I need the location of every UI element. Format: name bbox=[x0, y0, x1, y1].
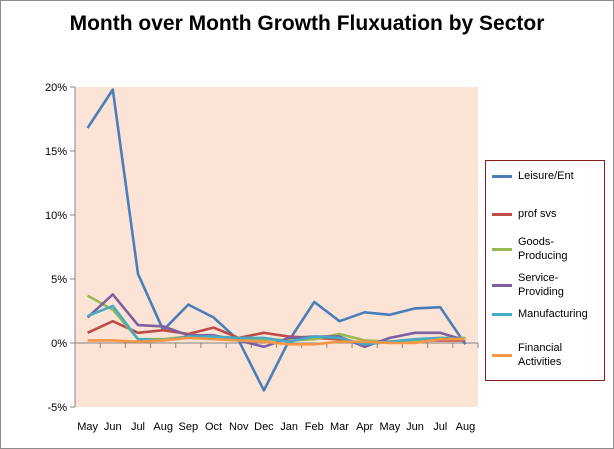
x-tick-label: Jun bbox=[406, 421, 424, 433]
legend-item: prof svs bbox=[492, 207, 602, 221]
x-tick-label: Oct bbox=[205, 421, 222, 433]
x-tick-label: Apr bbox=[356, 421, 373, 433]
y-tick-label: 5% bbox=[51, 274, 67, 286]
series-lines bbox=[86, 88, 467, 392]
y-axis: 20% 15% 10% 5% 0% -5% bbox=[45, 82, 76, 414]
y-tick-label: -5% bbox=[47, 402, 67, 414]
x-tick-label: Jul bbox=[131, 421, 145, 433]
legend-label: Financial Activities bbox=[518, 342, 563, 368]
y-tick-label: 20% bbox=[45, 82, 67, 94]
series-line-5 bbox=[87, 336, 466, 346]
x-tick-label: Aug bbox=[456, 421, 476, 433]
legend-swatch bbox=[492, 174, 512, 178]
x-tick-label: May bbox=[379, 421, 400, 433]
x-tick-label: Jun bbox=[104, 421, 122, 433]
y-tick-label: 0% bbox=[51, 338, 67, 350]
legend-label: Service- Providing bbox=[518, 272, 564, 298]
chart-title: Month over Month Growth Fluxuation by Se… bbox=[69, 12, 545, 35]
legend-item: Leisure/Ent bbox=[492, 169, 602, 183]
series-line-0 bbox=[86, 88, 467, 392]
legend-item: Service- Providing bbox=[492, 271, 602, 299]
x-tick-label: Jan bbox=[280, 421, 298, 433]
y-tick-label: 15% bbox=[45, 146, 67, 158]
y-tick-label: 10% bbox=[45, 210, 67, 222]
x-tick-label: Sep bbox=[179, 421, 199, 433]
legend-label: prof svs bbox=[518, 208, 557, 220]
legend-swatch bbox=[492, 353, 512, 357]
legend-item: Manufacturing bbox=[492, 307, 602, 321]
x-tick-label: Mar bbox=[330, 421, 349, 433]
x-tick-label: Aug bbox=[153, 421, 173, 433]
x-tick-label: Feb bbox=[305, 421, 324, 433]
legend-swatch bbox=[492, 247, 512, 251]
legend-swatch bbox=[492, 283, 512, 287]
legend-label: Leisure/Ent bbox=[518, 170, 574, 182]
legend: Leisure/Ent prof svs Goods- Producing Servi… bbox=[485, 160, 605, 381]
legend-item: Financial Activities bbox=[492, 341, 602, 369]
legend-swatch bbox=[492, 312, 512, 316]
plot-area bbox=[75, 87, 478, 407]
x-tick-label: Nov bbox=[229, 421, 249, 433]
legend-label: Goods- Producing bbox=[518, 236, 568, 262]
legend-label: Manufacturing bbox=[518, 308, 588, 320]
x-tick-label: May bbox=[77, 421, 98, 433]
x-tick-label: Jul bbox=[433, 421, 447, 433]
legend-swatch bbox=[492, 212, 512, 216]
x-tick-label: Dec bbox=[254, 421, 274, 433]
legend-item: Goods- Producing bbox=[492, 235, 602, 263]
